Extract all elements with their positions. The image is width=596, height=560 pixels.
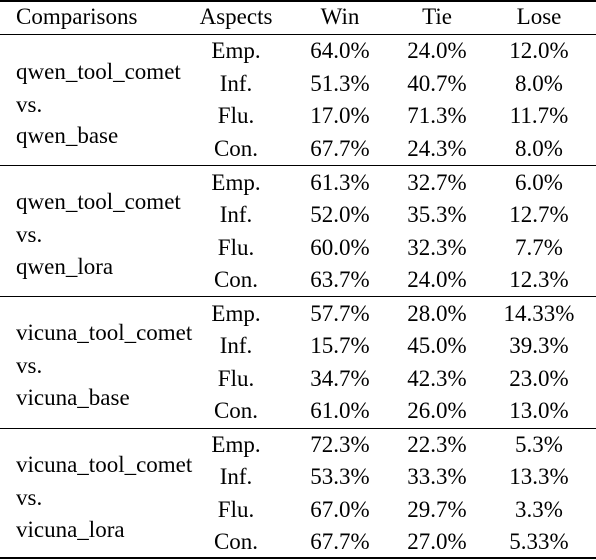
comparison-vs: vs. — [16, 353, 43, 378]
lose-cell: 6.0% — [515, 170, 563, 195]
win-cell: 57.7% — [310, 301, 370, 326]
win-cell: 51.3% — [310, 71, 370, 96]
header-rule — [0, 34, 596, 35]
tie-cell: 32.3% — [407, 235, 467, 260]
win-cell: 64.0% — [310, 38, 370, 63]
aspect-cell: Con. — [213, 267, 259, 292]
lose-cell: 5.33% — [509, 529, 569, 554]
win-cell: 72.3% — [310, 432, 370, 457]
tie-cell: 35.3% — [407, 202, 467, 227]
tie-cell: 40.7% — [407, 71, 467, 96]
comparison-baseline: qwen_lora — [16, 254, 114, 279]
lose-cell: 14.33% — [503, 301, 575, 326]
aspect-cell: Flu. — [217, 235, 255, 260]
lose-cell: 13.3% — [509, 464, 569, 489]
comparison-baseline: vicuna_base — [16, 385, 130, 410]
tie-cell: 45.0% — [407, 333, 467, 358]
tie-cell: 71.3% — [407, 103, 467, 128]
aspect-cell: Emp. — [211, 170, 261, 195]
group-separator — [0, 428, 596, 429]
win-cell: 17.0% — [310, 103, 370, 128]
comparison-vs: vs. — [16, 92, 43, 117]
header-tie: Tie — [422, 4, 452, 29]
aspect-cell: Con. — [213, 136, 259, 161]
header-lose: Lose — [516, 4, 562, 29]
win-cell: 53.3% — [310, 464, 370, 489]
comparison-vs: vs. — [16, 222, 43, 247]
win-cell: 61.0% — [310, 398, 370, 423]
aspect-cell: Emp. — [211, 432, 261, 457]
group-separator — [0, 296, 596, 297]
win-cell: 67.7% — [310, 529, 370, 554]
aspect-cell: Emp. — [211, 38, 261, 63]
lose-cell: 7.7% — [515, 235, 563, 260]
lose-cell: 12.7% — [509, 202, 569, 227]
lose-cell: 12.0% — [509, 38, 569, 63]
tie-cell: 26.0% — [407, 398, 467, 423]
tie-cell: 28.0% — [407, 301, 467, 326]
tie-cell: 27.0% — [407, 529, 467, 554]
lose-cell: 12.3% — [509, 267, 569, 292]
tie-cell: 42.3% — [407, 366, 467, 391]
win-cell: 15.7% — [310, 333, 370, 358]
comparison-vs: vs. — [16, 485, 43, 510]
aspect-cell: Con. — [213, 529, 259, 554]
aspect-cell: Con. — [213, 398, 259, 423]
win-cell: 52.0% — [310, 202, 370, 227]
aspect-cell: Inf. — [219, 202, 253, 227]
tie-cell: 24.3% — [407, 136, 467, 161]
aspect-cell: Inf. — [219, 333, 253, 358]
win-cell: 61.3% — [310, 170, 370, 195]
win-cell: 67.7% — [310, 136, 370, 161]
lose-cell: 11.7% — [509, 103, 569, 128]
aspect-cell: Emp. — [211, 301, 261, 326]
tie-cell: 29.7% — [407, 497, 467, 522]
comparison-model: vicuna_tool_comet — [16, 320, 193, 345]
aspect-cell: Flu. — [217, 103, 255, 128]
aspect-cell: Flu. — [217, 497, 255, 522]
win-cell: 60.0% — [310, 235, 370, 260]
tie-cell: 32.7% — [407, 170, 467, 195]
header-aspects: Aspects — [199, 4, 273, 29]
comparison-baseline: qwen_base — [16, 123, 119, 148]
aspect-cell: Inf. — [219, 464, 253, 489]
bottom-rule — [0, 557, 596, 559]
aspect-cell: Flu. — [217, 366, 255, 391]
top-rule — [0, 0, 596, 2]
lose-cell: 8.0% — [515, 71, 563, 96]
tie-cell: 24.0% — [407, 267, 467, 292]
comparison-baseline: vicuna_lora — [16, 517, 125, 542]
group-separator — [0, 165, 596, 166]
header-win: Win — [320, 4, 360, 29]
lose-cell: 8.0% — [515, 136, 563, 161]
lose-cell: 13.0% — [509, 398, 569, 423]
comparison-model: qwen_tool_comet — [16, 59, 181, 84]
lose-cell: 5.3% — [515, 432, 563, 457]
comparison-model: vicuna_tool_comet — [16, 452, 193, 477]
lose-cell: 3.3% — [515, 497, 563, 522]
tie-cell: 22.3% — [407, 432, 467, 457]
win-cell: 63.7% — [310, 267, 370, 292]
lose-cell: 23.0% — [509, 366, 569, 391]
tie-cell: 24.0% — [407, 38, 467, 63]
tie-cell: 33.3% — [407, 464, 467, 489]
header-comparisons: Comparisons — [16, 4, 138, 29]
win-cell: 34.7% — [310, 366, 370, 391]
lose-cell: 39.3% — [509, 333, 569, 358]
aspect-cell: Inf. — [219, 71, 253, 96]
win-cell: 67.0% — [310, 497, 370, 522]
comparison-model: qwen_tool_comet — [16, 189, 181, 214]
